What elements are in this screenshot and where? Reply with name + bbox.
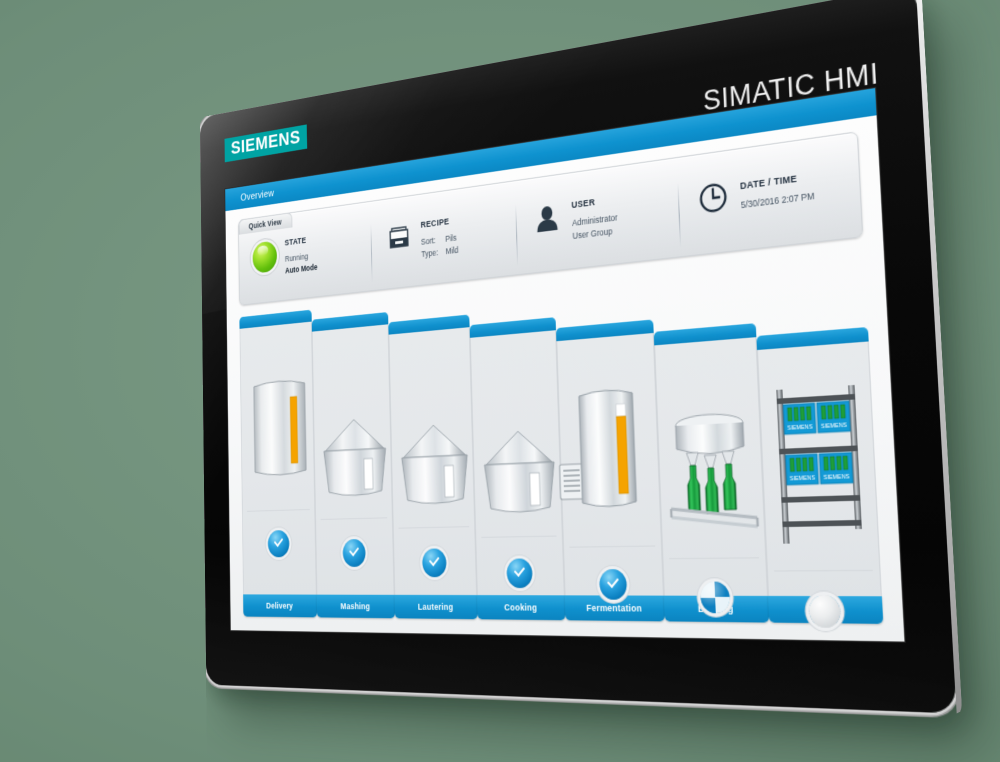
column-divider (774, 569, 873, 572)
quick-view-tab-label: Quick View (248, 217, 282, 231)
stage-label-storage: Storage (806, 604, 844, 616)
user-name: Administrator (571, 212, 618, 229)
column-body-lautering (388, 327, 477, 596)
state-heading: STATE (284, 235, 307, 248)
state-mode: Auto Mode (285, 262, 318, 276)
hmi-screen: Overview Quick View (225, 88, 905, 642)
conical-kettle-mashing (320, 416, 390, 501)
column-tab-fermentation (555, 319, 654, 342)
stage-label-bottling: Bottling (698, 603, 734, 614)
process-column-bottling[interactable]: Bottling (653, 323, 770, 623)
column-body-cooking (469, 330, 565, 596)
empty-circle-icon-storage[interactable] (808, 594, 842, 628)
check-circle-icon-mashing[interactable] (342, 538, 366, 567)
column-body-bottling (654, 337, 769, 614)
process-overview: Delivery (239, 252, 884, 628)
quick-view-user-panel[interactable]: USER Administrator User Group (515, 177, 680, 274)
activity-wheel-icon-bottling[interactable] (700, 581, 731, 614)
stage-button-mashing[interactable]: Mashing (316, 594, 395, 619)
conical-kettle-lautering (398, 421, 472, 508)
svg-text:SIEMENS: SIEMENS (787, 424, 813, 432)
silo-tank (249, 375, 310, 481)
column-tab-storage (756, 326, 869, 351)
stage-button-cooking[interactable]: Cooking (476, 595, 566, 621)
check-circle-icon-delivery[interactable] (267, 530, 290, 558)
user-group: User Group (572, 226, 613, 242)
recipe-type-key: Type: (421, 247, 439, 260)
check-circle-icon-lautering[interactable] (422, 548, 447, 578)
page-title: Overview (240, 187, 275, 204)
process-column-cooking[interactable]: Cooking (469, 317, 566, 621)
stage-label-cooking: Cooking (504, 602, 538, 613)
conical-kettle-cooking (480, 427, 559, 517)
stage-label-fermentation: Fermentation (586, 602, 643, 614)
datetime-heading: DATE / TIME (739, 173, 798, 192)
quick-view-recipe-panel[interactable]: RECIPE Sort: Pils Type: Mild (370, 199, 517, 290)
column-tab-bottling (653, 323, 757, 346)
quick-view-datetime-panel[interactable]: DATE / TIME 5/30/2016 2:07 PM (677, 152, 862, 256)
column-divider (320, 517, 388, 520)
stage-button-lautering[interactable]: Lautering (394, 594, 478, 620)
user-icon (527, 200, 567, 235)
datetime-value: 5/30/2016 2:07 PM (740, 190, 815, 211)
user-heading: USER (571, 196, 596, 211)
column-body-mashing (311, 324, 395, 595)
stage-label-mashing: Mashing (340, 601, 371, 612)
product-label: SIMATIC HMI (702, 56, 880, 117)
check-circle-icon-fermentation[interactable] (599, 569, 628, 600)
process-column-delivery[interactable]: Delivery (239, 309, 318, 618)
process-column-lautering[interactable]: Lautering (388, 314, 478, 620)
process-column-mashing[interactable]: Mashing (311, 312, 395, 619)
stage-button-bottling[interactable]: Bottling (663, 595, 770, 623)
column-divider (246, 509, 310, 512)
siemens-logo: SIEMENS (224, 124, 308, 163)
clock-icon (691, 177, 736, 216)
column-divider (669, 557, 760, 560)
fermenter-tank (575, 384, 641, 513)
recipe-type-value: Mild (445, 245, 459, 257)
column-divider (569, 545, 656, 548)
process-column-fermentation[interactable]: Fermentation (555, 319, 665, 622)
status-lamp-icon (249, 238, 281, 274)
hmi-device: SIEMENS SIMATIC HMI Overview Quick View (199, 0, 963, 714)
svg-text:SIEMENS: SIEMENS (789, 475, 816, 483)
stage-button-fermentation[interactable]: Fermentation (564, 595, 665, 622)
storage-rack: SIEMENS SIEMENS (776, 384, 862, 544)
stage-label-lautering: Lautering (417, 601, 454, 612)
stage-button-delivery[interactable]: Delivery (243, 594, 318, 618)
svg-text:SIEMENS: SIEMENS (823, 474, 850, 482)
column-divider (398, 526, 470, 529)
svg-text:SIEMENS: SIEMENS (821, 422, 848, 430)
column-body-storage: SIEMENS SIEMENS (756, 341, 882, 628)
column-body-fermentation (556, 332, 664, 600)
device-bezel: SIEMENS SIMATIC HMI Overview Quick View (199, 0, 957, 714)
heat-exchanger-icon (556, 460, 588, 504)
column-divider (481, 535, 557, 538)
stage-label-delivery: Delivery (266, 600, 294, 611)
column-body-delivery (239, 321, 317, 595)
recipe-heading: RECIPE (420, 216, 450, 230)
bottle-filler (661, 404, 762, 541)
recipe-book-icon (381, 220, 416, 253)
process-column-storage[interactable]: SIEMENS SIEMENS (756, 326, 884, 628)
stage-button-storage[interactable]: Storage (768, 595, 884, 624)
title-bar: Overview (225, 88, 877, 212)
check-circle-icon-cooking[interactable] (506, 558, 533, 589)
